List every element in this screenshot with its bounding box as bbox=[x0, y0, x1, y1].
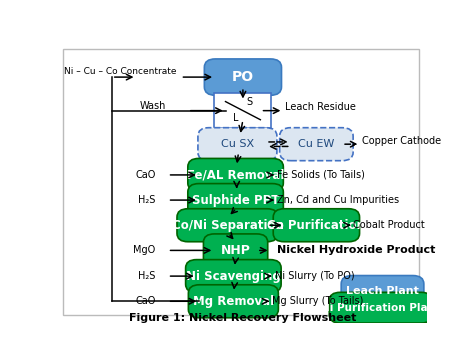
FancyBboxPatch shape bbox=[280, 128, 353, 161]
Text: L: L bbox=[233, 113, 238, 123]
FancyBboxPatch shape bbox=[203, 234, 268, 267]
Text: Wash: Wash bbox=[139, 101, 166, 111]
Text: Mg Removal: Mg Removal bbox=[193, 295, 274, 308]
Text: H₂S: H₂S bbox=[138, 195, 155, 205]
FancyBboxPatch shape bbox=[198, 128, 277, 161]
Text: Figure 1: Nickel Recovery Flowsheet: Figure 1: Nickel Recovery Flowsheet bbox=[129, 313, 356, 323]
FancyBboxPatch shape bbox=[204, 59, 282, 95]
Text: Sulphide PPT: Sulphide PPT bbox=[192, 193, 279, 207]
FancyBboxPatch shape bbox=[273, 209, 360, 242]
Text: Fe/AL Removal: Fe/AL Removal bbox=[187, 168, 284, 182]
Text: MgO: MgO bbox=[133, 245, 155, 256]
Text: Ni – Cu – Co Concentrate: Ni – Cu – Co Concentrate bbox=[64, 67, 176, 76]
Text: Copper Cathode: Copper Cathode bbox=[362, 136, 441, 146]
FancyBboxPatch shape bbox=[188, 184, 283, 217]
Text: Leach Residue: Leach Residue bbox=[285, 102, 356, 112]
Text: PO: PO bbox=[232, 70, 254, 84]
Text: Ni Purification Plant: Ni Purification Plant bbox=[321, 303, 440, 313]
Text: Zn, Cd and Cu Impurities: Zn, Cd and Cu Impurities bbox=[277, 195, 399, 205]
FancyBboxPatch shape bbox=[177, 209, 278, 242]
Text: Ni Scavenging: Ni Scavenging bbox=[186, 270, 281, 283]
Text: Ni Slurry (To PO): Ni Slurry (To PO) bbox=[274, 271, 354, 281]
Text: CaO: CaO bbox=[135, 296, 155, 306]
Text: CaO: CaO bbox=[135, 170, 155, 180]
FancyBboxPatch shape bbox=[341, 276, 424, 306]
Text: Cobalt Product: Cobalt Product bbox=[353, 220, 425, 230]
Text: Leach Plant: Leach Plant bbox=[346, 286, 419, 296]
FancyBboxPatch shape bbox=[188, 158, 283, 191]
Text: Mg Slurry (To Tails): Mg Slurry (To Tails) bbox=[272, 296, 364, 306]
FancyBboxPatch shape bbox=[188, 285, 278, 318]
Text: Cu EW: Cu EW bbox=[298, 139, 335, 149]
Text: Co Purification: Co Purification bbox=[267, 219, 365, 232]
Text: NHP: NHP bbox=[220, 244, 251, 257]
FancyBboxPatch shape bbox=[186, 260, 281, 293]
Text: Co/Ni Separation: Co/Ni Separation bbox=[172, 219, 283, 232]
Text: Nickel Hydroxide Product: Nickel Hydroxide Product bbox=[277, 245, 435, 256]
Text: S: S bbox=[246, 97, 253, 107]
FancyBboxPatch shape bbox=[329, 292, 432, 323]
FancyBboxPatch shape bbox=[214, 93, 272, 128]
Text: Fe Solids (To Tails): Fe Solids (To Tails) bbox=[277, 170, 365, 180]
Text: Cu SX: Cu SX bbox=[221, 139, 254, 149]
Text: H₂S: H₂S bbox=[138, 271, 155, 281]
